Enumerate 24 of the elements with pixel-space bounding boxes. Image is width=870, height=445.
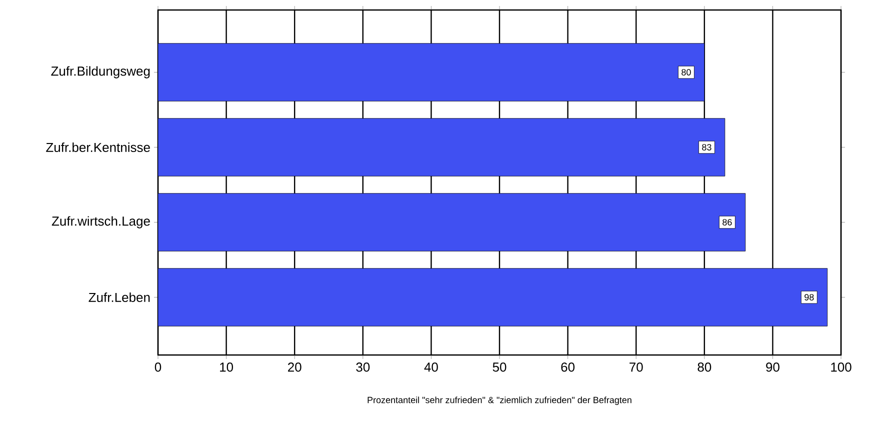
y-tick-label: Zufr.ber.Kentnisse — [46, 142, 150, 152]
x-tick-label: 50 — [492, 362, 506, 372]
x-tick-label: 20 — [288, 362, 302, 372]
bar — [158, 43, 705, 102]
bar — [158, 118, 726, 176]
y-tick-label: Zufr.Leben — [88, 292, 150, 302]
data-label: 86 — [722, 219, 732, 226]
data-label: 83 — [702, 144, 712, 150]
x-tick-label: 90 — [766, 362, 780, 372]
x-tick-label: 0 — [154, 362, 162, 372]
x-axis-title: Prozentanteil "sehr zufrieden" & "ziemlich zufrieden" der Befragten — [368, 396, 632, 405]
x-tick-label: 30 — [356, 362, 370, 372]
data-label: 80 — [682, 69, 691, 76]
x-tick-label: 40 — [424, 362, 438, 372]
x-tick-label: 80 — [698, 362, 712, 372]
y-tick-label: Zufr.Bildungsweg — [51, 66, 150, 78]
bar — [158, 193, 746, 252]
x-tick-label: 60 — [561, 362, 575, 372]
x-tick-label: 100 — [831, 362, 852, 372]
y-tick-label: Zufr.wirtsch.Lage — [52, 216, 150, 228]
x-tick-label: 70 — [630, 362, 643, 372]
bar — [158, 268, 828, 326]
data-label: 98 — [804, 294, 814, 300]
x-tick-label: 10 — [220, 362, 234, 372]
